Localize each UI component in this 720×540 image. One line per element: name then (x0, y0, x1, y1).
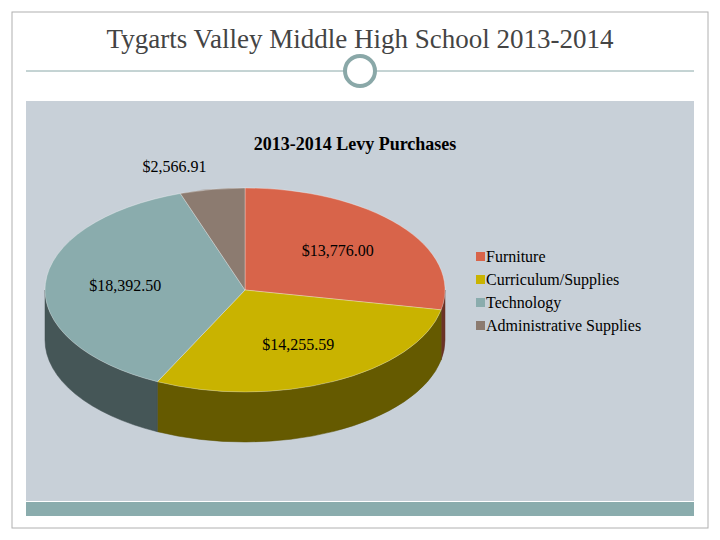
legend-label: Technology (486, 294, 561, 312)
divider-ornament (345, 56, 375, 86)
pie-slice (245, 188, 445, 310)
chart-title: 2013-2014 Levy Purchases (254, 134, 457, 154)
content-panel (26, 101, 694, 501)
data-label: $18,392.50 (89, 277, 161, 294)
legend-swatch (476, 321, 485, 330)
legend-label: Administrative Supplies (486, 317, 641, 335)
pie (45, 188, 445, 442)
data-label: $14,255.59 (262, 336, 334, 353)
footer-bar (26, 502, 694, 516)
slide-title: Tygarts Valley Middle High School 2013-2… (107, 24, 614, 54)
slide: Tygarts Valley Middle High School 2013-2… (0, 0, 720, 540)
legend-label: Curriculum/Supplies (486, 271, 619, 289)
data-label: $13,776.00 (302, 242, 374, 259)
legend: Furniture Curriculum/Supplies Technology Ad… (476, 248, 641, 335)
legend-swatch (476, 275, 485, 284)
pie-slice (180, 188, 245, 290)
data-label: $2,566.91 (142, 158, 206, 175)
legend-label: Furniture (486, 248, 546, 265)
slide-frame (12, 12, 708, 528)
legend-swatch (476, 298, 485, 307)
legend-swatch (476, 252, 485, 261)
